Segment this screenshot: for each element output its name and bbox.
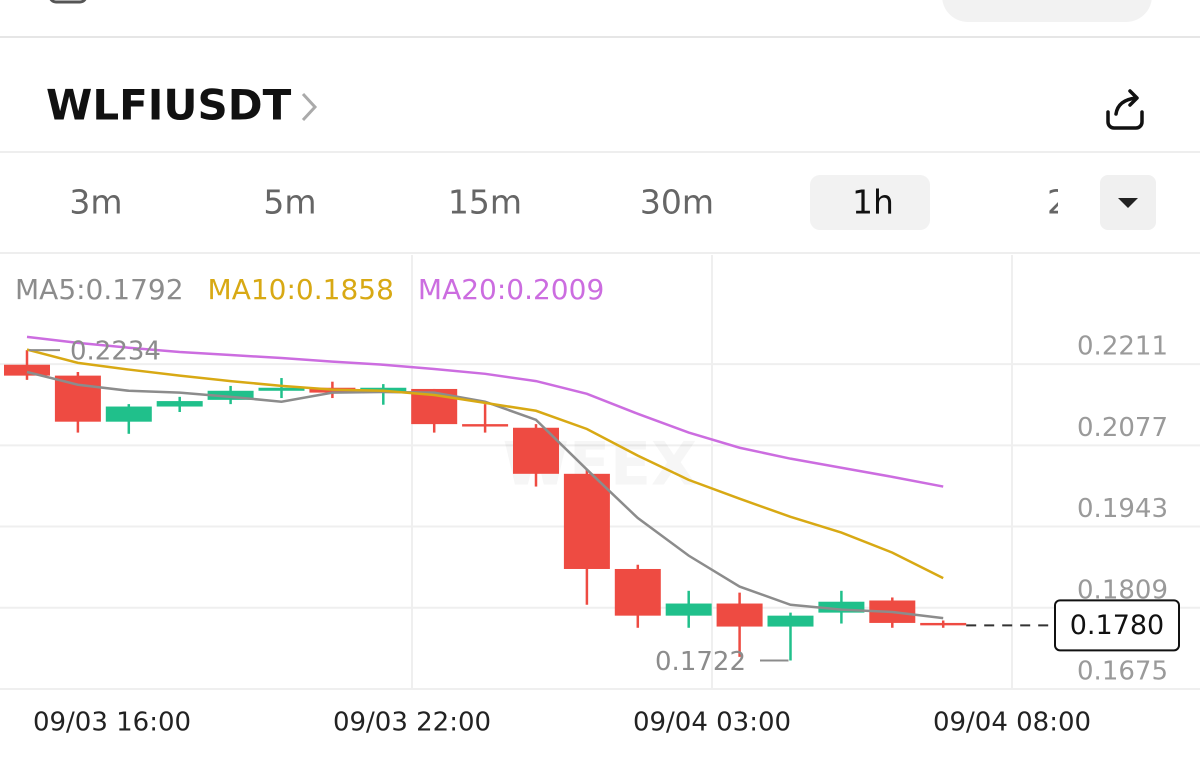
- timeframe-tab[interactable]: 2h: [1047, 183, 1089, 222]
- top-button[interactable]: [942, 0, 1152, 22]
- candle-body: [156, 401, 203, 407]
- legend-entry: MA20:0.2009: [418, 273, 604, 306]
- legend-entry: MA10:0.1858: [208, 273, 394, 306]
- candle-body: [818, 601, 865, 613]
- last-price-box: [1054, 599, 1180, 652]
- x-tick-label: 09/03 16:00: [33, 708, 191, 738]
- tabs: 3m 5m 15m 30m 1h 2h: [69, 183, 1089, 222]
- chevron[interactable]: [301, 92, 318, 122]
- candle-body: [258, 387, 305, 391]
- timeframe-tab[interactable]: 30m: [640, 183, 714, 222]
- last-price-label: 0.1780: [1070, 610, 1164, 641]
- x-tick-label: 09/04 03:00: [633, 708, 791, 738]
- candle-body: [4, 364, 50, 376]
- high-label: 0.2234: [70, 337, 161, 367]
- chart: 09/03 16:00 09/03 22:00 09/04 03:00 09/04 0…: [0, 255, 1200, 738]
- y-tick-label: 0.2211: [1077, 332, 1168, 362]
- pair-title[interactable]: WLFIUSDT: [46, 81, 292, 130]
- timeframe-tab[interactable]: 3m: [69, 183, 122, 222]
- low-label: 0.1722: [655, 647, 746, 677]
- candle-body: [563, 473, 610, 569]
- candle-body: [207, 390, 254, 400]
- y-tick-label: 0.2077: [1077, 413, 1168, 443]
- candle-body: [920, 622, 967, 626]
- ma-line: [26, 335, 944, 488]
- candle-body: [614, 568, 661, 616]
- candle-body: [462, 424, 509, 427]
- candle-body: [665, 603, 712, 616]
- timeframe-tab[interactable]: 15m: [448, 183, 522, 222]
- share-icon[interactable]: [1106, 89, 1144, 130]
- top-icon[interactable]: [49, 0, 87, 4]
- legend-entry: MA5:0.1792: [15, 273, 184, 306]
- dropdown-arrow: [1118, 198, 1138, 208]
- tab-selected-bg: [810, 175, 930, 230]
- candle-body: [54, 375, 101, 422]
- timeframe-tab[interactable]: 1h: [852, 183, 894, 222]
- candle-body: [767, 615, 814, 627]
- candle-body: [716, 603, 763, 627]
- ma-line: [26, 348, 944, 580]
- x-tick-label: 09/04 08:00: [933, 708, 1091, 738]
- y-tick-label: 0.1943: [1077, 494, 1168, 524]
- x-tick-label: 09/03 22:00: [333, 708, 491, 738]
- y-tick-label: 0.1675: [1077, 657, 1168, 687]
- timeframe-tab[interactable]: 5m: [263, 183, 316, 222]
- candle-body: [105, 406, 152, 422]
